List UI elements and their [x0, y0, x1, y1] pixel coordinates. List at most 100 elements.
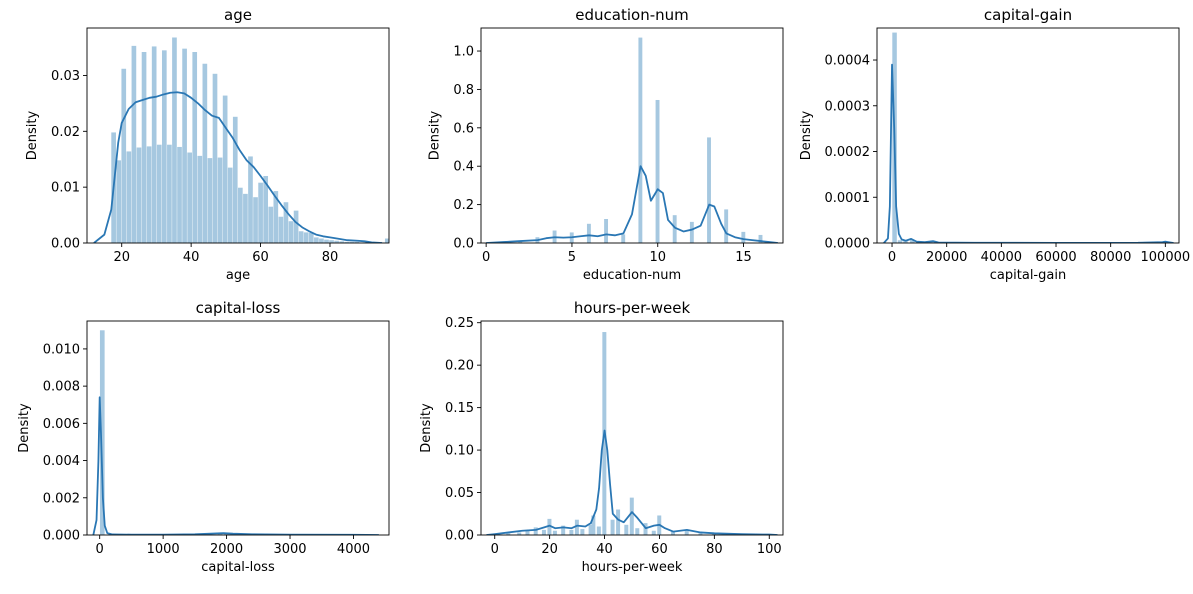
histogram-bar — [136, 147, 142, 243]
subplot-title: hours-per-week — [574, 299, 691, 317]
y-tick-label: 0.0000 — [825, 237, 871, 252]
x-tick-label: 15 — [735, 250, 752, 265]
histogram-bar — [604, 219, 609, 243]
histogram-bar — [288, 221, 294, 243]
histogram-bar — [258, 182, 263, 243]
histogram-bar — [177, 146, 182, 243]
histogram-bar — [324, 239, 329, 243]
subplot-title: education-num — [575, 6, 688, 24]
histogram-bar — [638, 37, 643, 243]
x-tick-label: 2000 — [210, 542, 243, 557]
y-tick-label: 0.0003 — [825, 99, 871, 114]
histogram-bar — [574, 519, 579, 535]
y-axis-label: Density — [427, 110, 442, 160]
histogram-bar — [596, 526, 601, 535]
histogram-bar — [541, 529, 546, 535]
histogram-bar — [293, 210, 299, 243]
y-tick-label: 0.10 — [445, 444, 474, 459]
x-axis-label: hours-per-week — [582, 560, 683, 575]
y-axis-label: Density — [25, 110, 40, 160]
x-tick-label: 100 — [757, 542, 782, 557]
histogram-bar — [624, 524, 629, 535]
x-axis-label: education-num — [583, 268, 681, 283]
plot-area — [486, 332, 778, 535]
axes-frame — [480, 320, 784, 536]
histogram-bar — [689, 221, 694, 243]
x-tick-label: 0 — [482, 250, 490, 265]
x-tick-label: 1000 — [147, 542, 180, 557]
histogram-bar — [610, 519, 615, 535]
y-tick-label: 0.8 — [453, 83, 474, 98]
x-axis-label: capital-loss — [201, 560, 275, 575]
histogram-bar — [395, 242, 400, 243]
axes-frame — [480, 27, 784, 244]
x-tick-label: 0 — [96, 542, 104, 557]
y-axis-label: Density — [799, 110, 814, 160]
x-tick-label: 0 — [491, 542, 499, 557]
y-tick-label: 0.004 — [43, 454, 80, 469]
plot-area — [486, 37, 778, 243]
y-tick-label: 0.15 — [445, 401, 474, 416]
y-tick-label: 0.0001 — [825, 191, 871, 206]
y-axis-label: Density — [17, 403, 32, 453]
histogram-bar — [910, 239, 915, 243]
histogram-bar — [655, 99, 660, 243]
histogram-bar — [629, 497, 634, 535]
y-tick-label: 0.00 — [445, 529, 474, 544]
x-tick-label: 0 — [888, 250, 896, 265]
histogram-bar — [334, 240, 339, 243]
histogram-bar — [202, 63, 208, 243]
histogram-bar — [930, 241, 936, 243]
histogram-bar — [707, 137, 711, 243]
y-tick-label: 0.02 — [51, 125, 80, 140]
x-tick-label: 4000 — [337, 542, 370, 557]
x-tick-label: 60 — [651, 542, 668, 557]
histogram-bar — [273, 191, 279, 243]
x-axis-label: age — [226, 268, 250, 283]
x-tick-label: 60 — [252, 250, 269, 265]
subplot-title: capital-gain — [984, 6, 1072, 24]
x-tick-label: 100000 — [1141, 250, 1191, 265]
y-tick-label: 0.006 — [43, 417, 80, 432]
x-tick-label: 20 — [113, 250, 130, 265]
x-tick-label: 80000 — [1090, 250, 1131, 265]
histogram-bar — [172, 37, 177, 243]
y-tick-label: 0.4 — [453, 160, 474, 175]
histogram-bar — [141, 52, 147, 243]
histogram-bar — [741, 231, 746, 243]
histogram-bar — [238, 187, 243, 243]
histogram-bar — [156, 144, 162, 243]
histogram-bar — [903, 241, 908, 243]
histogram-bar — [212, 73, 218, 243]
plot-area — [92, 330, 379, 535]
x-tick-label: 20 — [541, 542, 558, 557]
histogram-bar — [308, 232, 314, 243]
histogram-bar — [319, 238, 324, 243]
histogram-bar — [552, 530, 557, 535]
histogram-bar — [227, 167, 233, 243]
y-tick-label: 0.05 — [445, 486, 474, 501]
kde-line — [93, 91, 383, 243]
subplot-hours-per-week: 0 20 40 60 80 100 0.00 0.05 0.10 0.15 0.20 0.25 hour… — [419, 299, 784, 575]
histogram-bar — [253, 197, 258, 243]
histogram-bar — [329, 240, 334, 243]
y-tick-label: 0.00 — [51, 237, 80, 252]
histogram-bar — [126, 151, 132, 243]
histogram-bar — [99, 330, 105, 535]
x-tick-label: 40000 — [981, 250, 1022, 265]
histogram-bar — [263, 175, 269, 243]
subplot-capital-loss: 0 1000 2000 3000 4000 0.000 0.002 0.004 0.006 0.0… — [17, 299, 390, 575]
histogram-bar — [167, 144, 172, 243]
histogram-bar — [354, 241, 360, 243]
histogram-bar — [151, 46, 157, 243]
subplot-education-num: 0 5 10 15 0.0 0.2 0.4 0.6 0.8 1.0 education-num edu… — [427, 6, 784, 283]
histogram-bar — [224, 534, 229, 535]
histogram-bar — [580, 529, 585, 535]
histogram-bar — [248, 156, 253, 243]
histogram-bar — [400, 242, 405, 243]
histogram-bar — [283, 202, 289, 243]
axes-frame — [86, 320, 390, 536]
histogram-bar — [588, 524, 593, 535]
histogram-bar — [651, 530, 656, 535]
